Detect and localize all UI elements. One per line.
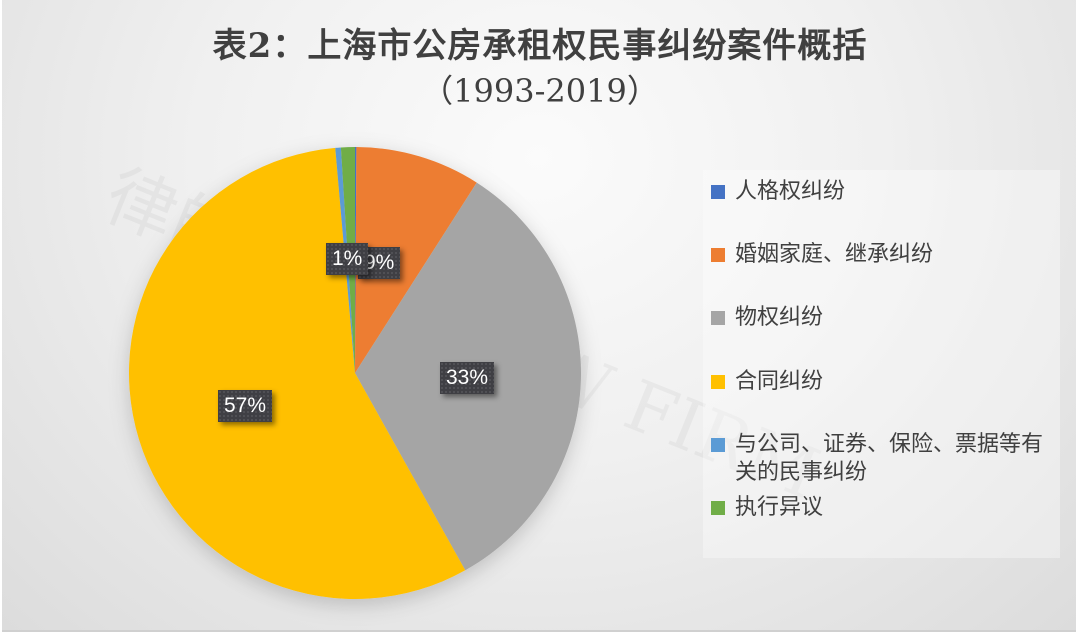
legend-item-marriage-inheritance[interactable]: 婚姻家庭、继承纠纷 [711, 241, 1055, 269]
legend-swatch [711, 311, 725, 325]
slice-marriage-inheritance[interactable] [355, 147, 477, 373]
data-label-property: 33% [440, 362, 495, 394]
legend-item-property-rights[interactable]: 物权纠纷 [711, 304, 1055, 332]
legend-swatch [711, 185, 725, 199]
chart-legend: 人格权纠纷 婚姻家庭、继承纠纷 物权纠纷 合同纠纷 与公司、证券、保险、票据等有… [703, 170, 1060, 558]
legend-swatch [711, 438, 725, 452]
slice-contract[interactable] [128, 147, 466, 599]
data-label-contract: 57% [218, 390, 273, 422]
legend-item-personality-rights[interactable]: 人格权纠纷 [711, 178, 1055, 206]
chart-title: 表2：上海市公房承租权民事纠纷案件概括 [212, 26, 868, 66]
legend-swatch [711, 375, 725, 389]
slice-personality-rights[interactable] [355, 147, 357, 373]
legend-item-contract[interactable]: 合同纠纷 [711, 368, 1055, 396]
legend-swatch [711, 501, 725, 515]
legend-item-execution-objection[interactable]: 执行异议 [711, 494, 1055, 522]
chart-subtitle: （1993-2019） [421, 72, 659, 110]
data-label-execution: 1% [326, 243, 369, 275]
legend-item-company-securities[interactable]: 与公司、证券、保险、票据等有关的民事纠纷 [711, 431, 1055, 487]
legend-swatch [711, 248, 725, 262]
